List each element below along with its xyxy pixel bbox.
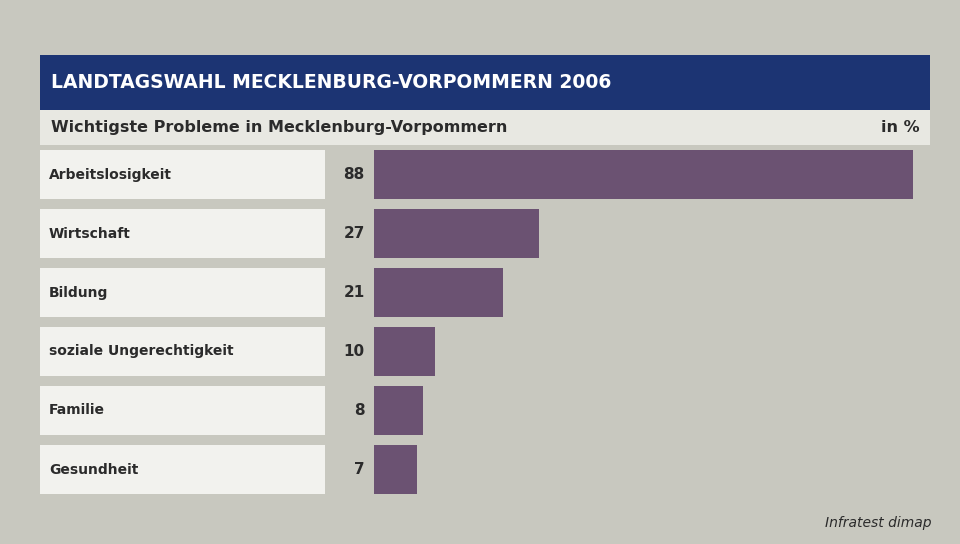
Text: Wirtschaft: Wirtschaft: [49, 226, 131, 240]
FancyBboxPatch shape: [40, 446, 324, 494]
Text: Gesundheit: Gesundheit: [49, 462, 138, 477]
FancyBboxPatch shape: [373, 150, 913, 199]
FancyBboxPatch shape: [40, 327, 324, 376]
Text: in %: in %: [880, 120, 920, 135]
FancyBboxPatch shape: [373, 327, 435, 376]
Text: Bildung: Bildung: [49, 286, 108, 300]
Text: 8: 8: [354, 403, 365, 418]
FancyBboxPatch shape: [40, 209, 324, 258]
Text: Familie: Familie: [49, 404, 105, 417]
Text: LANDTAGSWAHL MECKLENBURG-VORPOMMERN 2006: LANDTAGSWAHL MECKLENBURG-VORPOMMERN 2006: [51, 73, 612, 92]
Text: Arbeitslosigkeit: Arbeitslosigkeit: [49, 168, 172, 182]
FancyBboxPatch shape: [40, 386, 324, 435]
FancyBboxPatch shape: [373, 268, 502, 317]
Text: 7: 7: [354, 462, 365, 477]
Text: Infratest dimap: Infratest dimap: [825, 516, 931, 530]
FancyBboxPatch shape: [373, 209, 540, 258]
Text: Wichtigste Probleme in Mecklenburg-Vorpommern: Wichtigste Probleme in Mecklenburg-Vorpo…: [51, 120, 507, 135]
FancyBboxPatch shape: [40, 268, 324, 317]
FancyBboxPatch shape: [373, 446, 417, 494]
Text: 21: 21: [344, 285, 365, 300]
FancyBboxPatch shape: [373, 386, 422, 435]
FancyBboxPatch shape: [40, 150, 324, 199]
Text: 27: 27: [344, 226, 365, 241]
Text: 10: 10: [344, 344, 365, 359]
Text: 88: 88: [344, 167, 365, 182]
Text: soziale Ungerechtigkeit: soziale Ungerechtigkeit: [49, 344, 233, 358]
